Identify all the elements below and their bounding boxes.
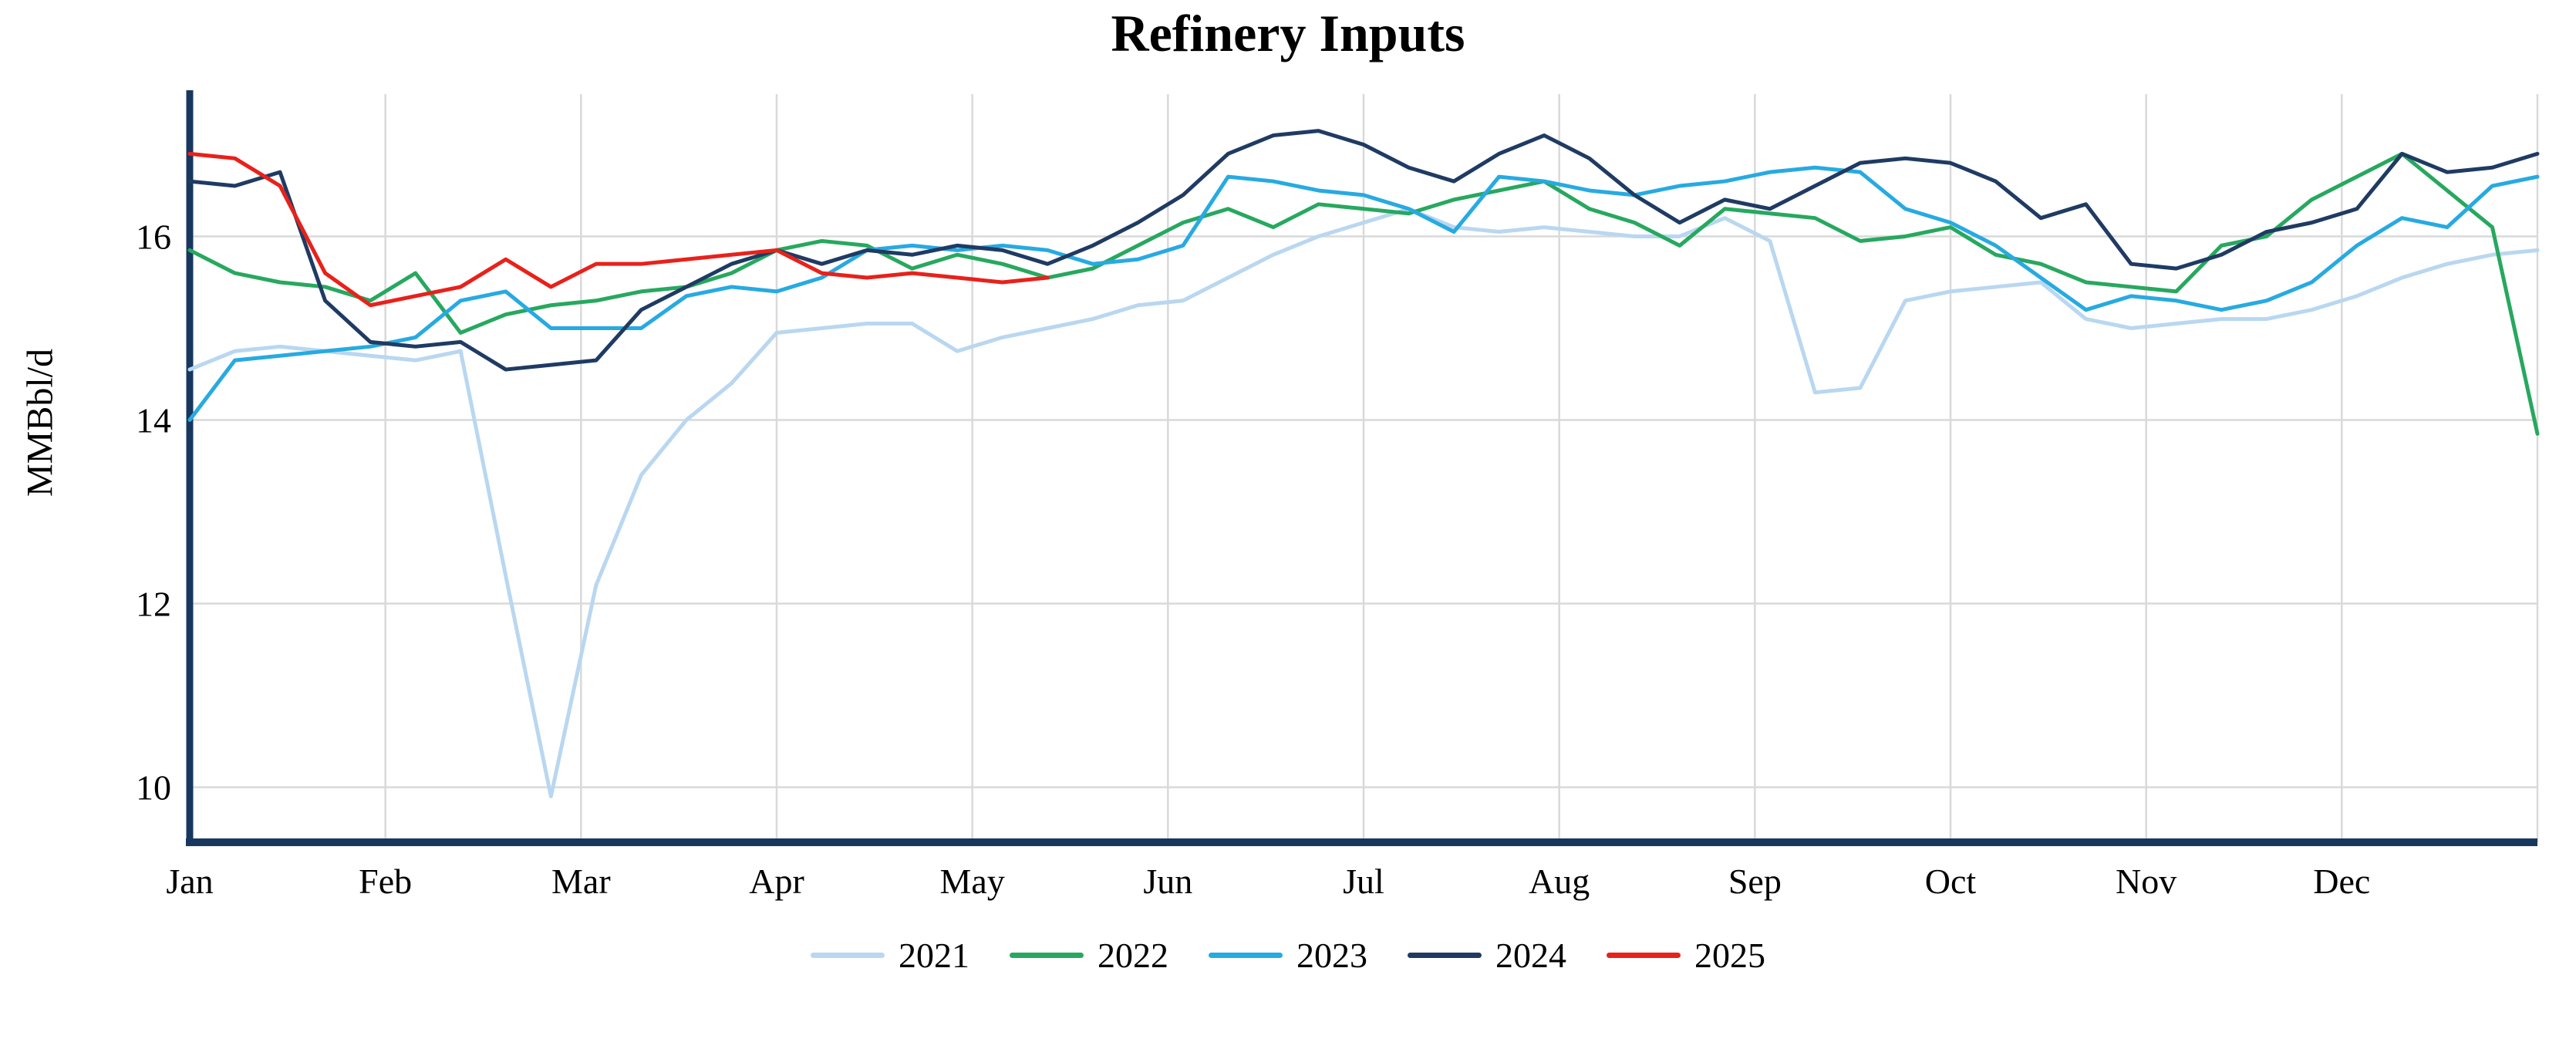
legend-swatch-2024 (1408, 953, 1482, 958)
series-line-2025 (187, 151, 1050, 308)
x-tick-label-May: May (940, 862, 1005, 901)
legend-label-2025: 2025 (1694, 936, 1765, 975)
series-line-2022 (187, 151, 2540, 436)
x-tick-label-Dec: Dec (2313, 862, 2370, 901)
legend-item-2021: 2021 (811, 935, 969, 976)
legend-item-2025: 2025 (1607, 935, 1765, 976)
legend-label-2024: 2024 (1495, 936, 1566, 975)
y-tick-label-14: 14 (136, 401, 171, 440)
legend: 2021 2022 2023 2024 2025 (0, 935, 2576, 976)
legend-label-2022: 2022 (1097, 936, 1168, 975)
y-tick-label-10: 10 (136, 768, 171, 808)
series-line-2024 (187, 129, 2540, 372)
legend-label-2023: 2023 (1296, 936, 1367, 975)
legend-swatch-2021 (811, 953, 885, 958)
legend-item-2023: 2023 (1209, 935, 1367, 976)
series-line-2021 (187, 207, 2540, 798)
legend-item-2024: 2024 (1408, 935, 1566, 976)
legend-item-2022: 2022 (1010, 935, 1168, 976)
x-tick-label-Jun: Jun (1143, 862, 1192, 901)
legend-label-2021: 2021 (899, 936, 969, 975)
x-tick-label-Feb: Feb (359, 862, 412, 901)
y-tick-label-12: 12 (136, 585, 171, 624)
x-tick-label-Apr: Apr (749, 862, 804, 901)
series-line-2023 (187, 165, 2540, 423)
x-tick-label-Jul: Jul (1343, 862, 1384, 901)
x-tick-label-Oct: Oct (1925, 862, 1977, 901)
x-tick-label-Mar: Mar (551, 862, 611, 901)
x-tick-label-Aug: Aug (1529, 862, 1590, 901)
legend-swatch-2022 (1010, 953, 1084, 958)
legend-swatch-2025 (1607, 953, 1681, 958)
legend-swatch-2023 (1209, 953, 1283, 958)
chart-title: Refinery Inputs (1111, 4, 1465, 62)
x-tick-label-Sep: Sep (1728, 862, 1782, 901)
x-tick-label-Jan: Jan (166, 862, 213, 901)
y-tick-label-16: 16 (136, 217, 171, 256)
x-tick-label-Nov: Nov (2116, 862, 2176, 901)
